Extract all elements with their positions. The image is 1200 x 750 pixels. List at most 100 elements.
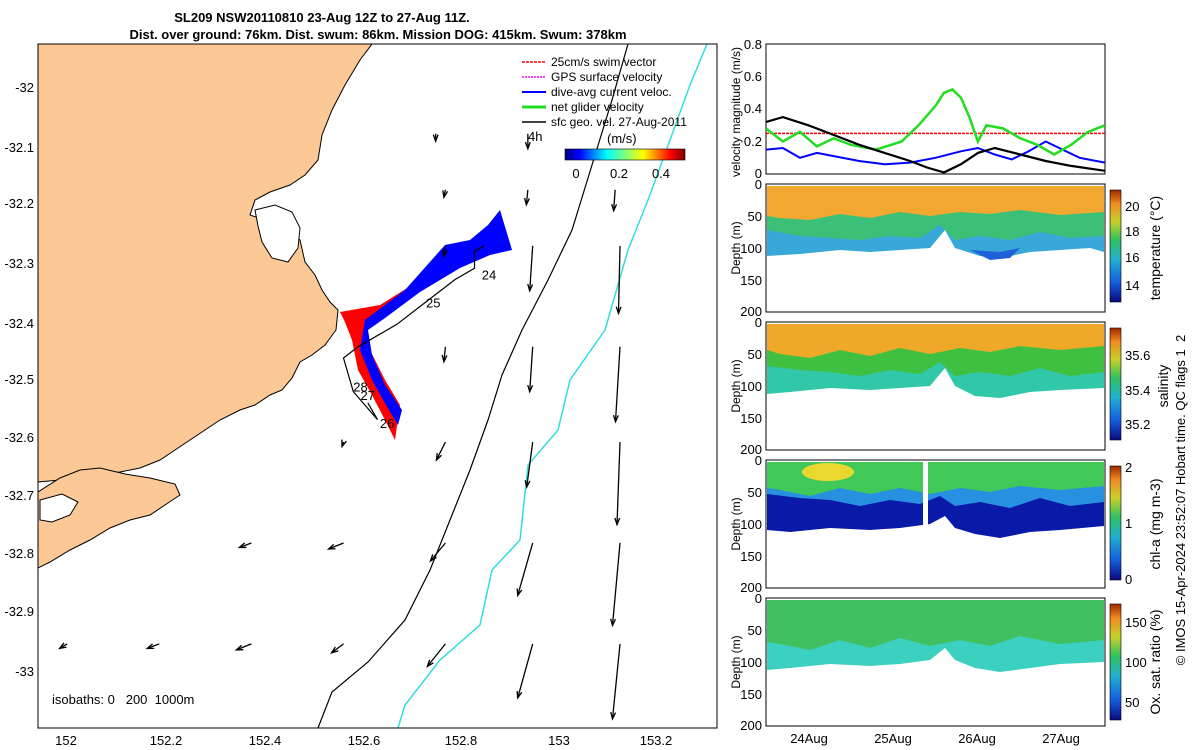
ox-cbar-tick-100: 100 <box>1125 655 1147 670</box>
sal-ytick-3: 150 <box>740 411 762 426</box>
sfc-vector-16 <box>326 542 344 550</box>
chl-ylabel: Depth (m) <box>729 497 743 550</box>
sfc-vector-6 <box>527 245 534 293</box>
temp-ytick-1: 50 <box>748 209 762 224</box>
map-xtick-6: 153.2 <box>640 733 673 748</box>
sfc-vector-13 <box>524 441 534 489</box>
chl-deep-layer <box>767 494 1104 538</box>
map-ytick-3: -32.3 <box>4 256 34 271</box>
map-ytick-2: -32.2 <box>4 196 34 211</box>
isobath-200m <box>317 44 629 728</box>
sal-ylabel: Depth (m) <box>729 359 743 412</box>
temperature-panel: 0 50 100 150 200 Depth (m) 20 18 16 14 t… <box>729 177 1163 319</box>
temp-cbar-tick-18: 18 <box>1125 224 1139 239</box>
ox-cbar-tick-150: 150 <box>1125 615 1147 630</box>
map-colorbar-tick-2: 0.4 <box>652 166 670 181</box>
sal-cbar-tick-352: 35.2 <box>1125 417 1150 432</box>
temp-ylabel: Depth (m) <box>729 221 743 274</box>
velocity-panel: 0 0.2 0.4 0.6 0.8 velocity magnitude (m/… <box>729 37 1106 181</box>
velocity-series-sfc-geo-velocity <box>766 115 1105 174</box>
sfc-vector-3 <box>523 189 530 207</box>
map-xtick-1: 152.2 <box>150 733 183 748</box>
sfc-vector-7 <box>615 245 622 316</box>
port-stephens-inlet <box>254 204 301 263</box>
map-y-ticks: -32 -32.1 -32.2 -32.3 -32.4 -32.5 -32.6 … <box>4 80 34 679</box>
temp-cbar-label: temperature (°C) <box>1147 196 1163 300</box>
sfc-vector-2 <box>442 189 449 200</box>
map-ytick-0: -32 <box>15 80 34 95</box>
day-label-27: 27 <box>361 388 375 403</box>
temp-surface-layer <box>767 186 1104 220</box>
sfc-vector-1 <box>524 133 531 151</box>
temp-cbar-tick-20: 20 <box>1125 199 1139 214</box>
velocity-series <box>766 88 1105 174</box>
map-colorbar-tick-1: 0.2 <box>610 166 628 181</box>
sfc-vector-5 <box>441 245 448 259</box>
map-xtick-3: 152.6 <box>348 733 381 748</box>
sfc-vector-14 <box>614 442 621 527</box>
sfc-vector-19 <box>610 542 621 628</box>
chla-panel: 0 50 100 150 200 Depth (m) 2 1 0 chl-a (… <box>729 453 1163 595</box>
glider-path <box>342 245 485 420</box>
chl-cbar-tick-1: 1 <box>1125 516 1132 531</box>
credit-text: © IMOS 15-Apr-2024 23:52:07 Hobart time.… <box>1173 335 1188 665</box>
chl-ytick-0: 0 <box>755 453 762 468</box>
ox-ytick-1: 50 <box>748 623 762 638</box>
map-ytick-4: -32.4 <box>4 316 34 331</box>
sfc-vector-4 <box>611 189 618 213</box>
map-xtick-4: 152.8 <box>445 733 478 748</box>
isobath-label: isobaths: 0 200 1000m <box>52 692 194 707</box>
temp-ytick-3: 150 <box>740 273 762 288</box>
sfc-vector-0 <box>432 133 439 144</box>
sfc-vector-17 <box>429 542 446 563</box>
sal-ytick-1: 50 <box>748 347 762 362</box>
sal-cbar-tick-356: 35.6 <box>1125 348 1150 363</box>
map-frame <box>37 43 718 729</box>
vel-ytick-1: 0.2 <box>744 134 762 149</box>
vel-ytick-3: 0.6 <box>744 69 762 84</box>
legend-gps-label: GPS surface velocity <box>551 70 662 84</box>
sfc-geo-vectors <box>57 133 622 721</box>
sfc-vector-20 <box>57 642 68 650</box>
ox-ytick-3: 150 <box>740 687 762 702</box>
legend-current-label: dive-avg current veloc. <box>551 85 672 99</box>
temp-ytick-2: 100 <box>740 241 762 256</box>
lake-macquarie <box>39 493 79 523</box>
vel-ytick-4: 0.8 <box>744 37 762 52</box>
sfc-vector-15 <box>237 542 252 549</box>
time-xtick-0: 24Aug <box>790 731 828 746</box>
map-ytick-10: -33 <box>15 664 34 679</box>
sfc-vector-22 <box>234 643 252 651</box>
chl-cbar-tick-0: 0 <box>1125 572 1132 587</box>
temp-cbar-tick-16: 16 <box>1125 250 1139 265</box>
sal-cbar-label: salinity <box>1155 365 1171 408</box>
sal-ytick-4: 200 <box>740 442 762 457</box>
chl-cbar-tick-2: 2 <box>1125 460 1132 475</box>
sfc-vector-11 <box>341 439 347 449</box>
legend-geo-label: sfc geo. vel. 27-Aug-2011 <box>551 115 687 129</box>
chl-ytick-2: 100 <box>740 517 762 532</box>
ox-ylabel: Depth (m) <box>729 635 743 688</box>
map-colorbar <box>564 148 686 161</box>
sal-ytick-0: 0 <box>755 315 762 330</box>
legend-scale-label: 4h <box>528 129 542 144</box>
sfc-vector-18 <box>516 542 534 598</box>
salinity-panel: 0 50 100 150 200 Depth (m) 35.6 35.4 35.… <box>729 315 1171 457</box>
chl-data-gap <box>923 461 928 525</box>
swim-vector-fan <box>340 245 480 440</box>
day-label-28: 28 <box>353 380 367 395</box>
colorbar-units: (m/s) <box>607 131 637 146</box>
ox-colorbar <box>1109 603 1122 721</box>
map-ytick-1: -32.1 <box>4 140 34 155</box>
vel-ytick-0: 0 <box>755 166 762 181</box>
sfc-vector-12 <box>435 441 446 462</box>
day-label-25: 25 <box>426 296 440 311</box>
sfc-vector-9 <box>527 346 534 394</box>
ox-cbar-tick-50: 50 <box>1125 695 1139 710</box>
map-panel: 24 25 28 27 26 25cm/s swim vector GPS su… <box>4 43 718 748</box>
vel-ylabel: velocity magnitude (m/s) <box>729 47 743 177</box>
time-xtick-1: 25Aug <box>874 731 912 746</box>
map-xtick-5: 153 <box>548 733 570 748</box>
temp-ytick-0: 0 <box>755 177 762 192</box>
